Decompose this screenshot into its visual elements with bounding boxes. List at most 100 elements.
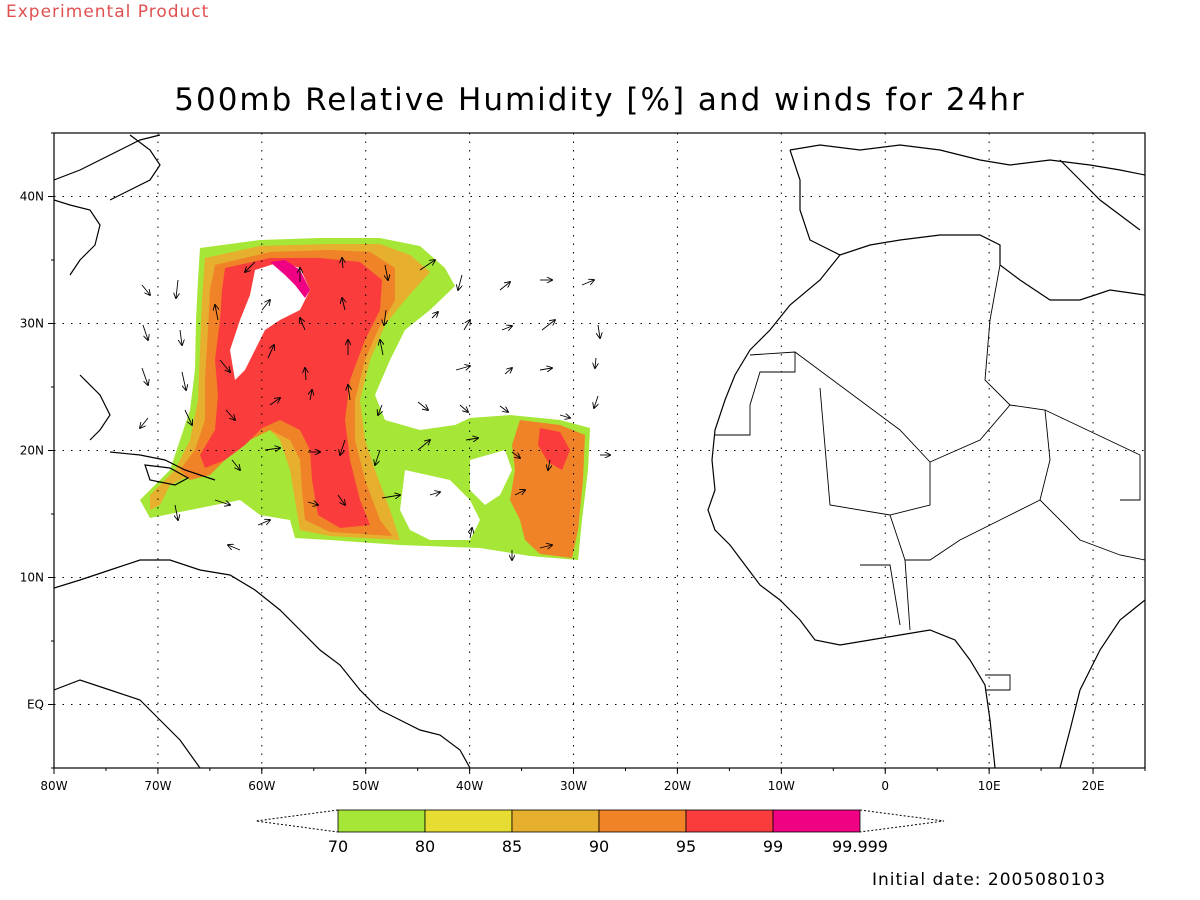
wind-arrow <box>541 320 555 331</box>
wind-arrow <box>184 409 192 425</box>
lon-tick-label: 10W <box>768 779 795 793</box>
colorbar-lower-extension <box>255 809 339 833</box>
wind-arrow <box>245 261 256 272</box>
wind-arrow <box>310 390 312 401</box>
colorbar-level-label: 90 <box>589 837 609 856</box>
lat-tick-label: 10N <box>20 571 44 585</box>
wind-arrow <box>342 298 345 311</box>
colorbar-level-label: 95 <box>676 837 696 856</box>
wind-arrow <box>499 282 510 291</box>
colorbar: 70 80 85 90 95 99 99.999 <box>255 809 945 856</box>
wind-arrow <box>340 439 346 455</box>
colorbar-level-label: 80 <box>415 837 435 856</box>
lat-tick-label: 40N <box>20 190 44 204</box>
wind-arrow <box>499 405 508 412</box>
lon-tick-label: 10E <box>978 779 1001 793</box>
humidity-field <box>140 238 590 560</box>
wind-arrow <box>231 459 240 470</box>
wind-arrow <box>219 359 230 372</box>
wind-arrow <box>142 324 148 340</box>
wind-arrow <box>559 415 570 418</box>
wind-arrow <box>539 368 552 370</box>
wind-arrow <box>225 409 235 420</box>
wind-arrow <box>514 490 525 496</box>
wind-arrow <box>375 449 381 465</box>
lon-tick-label: 20E <box>1082 779 1105 793</box>
wind-arrow <box>269 398 280 406</box>
colorbar-swatch <box>511 809 600 833</box>
wind-arrow <box>548 459 550 470</box>
wind-arrow <box>378 404 382 415</box>
colorbar-level-label: 99.999 <box>832 837 888 856</box>
wind-arrow <box>300 318 306 331</box>
wind-arrow <box>431 312 438 319</box>
wind-arrow <box>175 504 178 520</box>
colorbar-level-label: 85 <box>502 837 522 856</box>
wind-arrow <box>342 258 343 269</box>
wind-vectors <box>140 258 610 560</box>
wind-arrow <box>429 492 440 495</box>
wind-arrow <box>511 451 520 458</box>
wind-arrow <box>419 260 435 271</box>
wind-arrow <box>595 357 596 368</box>
wind-arrow <box>141 284 150 295</box>
wind-arrow <box>337 494 345 505</box>
wind-arrow <box>140 417 149 428</box>
initial-date-label: Initial date: 2005080103 <box>872 870 1107 890</box>
wind-arrow <box>141 367 148 385</box>
lon-tick-label: 20W <box>664 779 691 793</box>
lat-tick-label: 20N <box>20 444 44 458</box>
colorbar-swatch <box>337 809 426 833</box>
lon-tick-label: 60W <box>248 779 275 793</box>
coastlines <box>54 134 1145 768</box>
gridlines <box>54 133 1145 768</box>
chart-title: 500mb Relative Humidity [%] and winds fo… <box>174 82 1026 118</box>
wind-arrow <box>267 345 274 359</box>
map-area <box>54 133 1145 768</box>
wind-arrow <box>307 502 318 505</box>
wind-arrow <box>465 438 478 440</box>
wind-arrow <box>470 528 472 539</box>
colorbar-swatch <box>685 809 774 833</box>
lat-tick-label: EQ <box>27 698 44 712</box>
wind-arrow <box>228 545 241 551</box>
country-borders <box>715 264 1145 691</box>
wind-arrow <box>504 368 512 375</box>
wind-arrow <box>501 326 512 330</box>
wind-arrow <box>257 520 270 526</box>
wind-arrow <box>581 280 594 286</box>
colorbar-upper-extension <box>859 809 945 833</box>
wind-arrow <box>455 366 470 370</box>
wind-arrow <box>384 309 386 325</box>
lon-tick-label: 30W <box>560 779 587 793</box>
lon-tick-label: 70W <box>144 779 171 793</box>
lon-tick-label: 0 <box>881 779 889 793</box>
wind-arrow <box>463 320 470 331</box>
axis-ticks: 80W 70W 60W 50W 40W 30W 20W 10W 0 10E 20E 40N 30N 20N… <box>20 132 1146 793</box>
wind-arrow <box>385 264 388 280</box>
lon-tick-label: 40W <box>456 779 483 793</box>
wind-arrow <box>458 274 462 290</box>
experimental-product-label: Experimental Product <box>6 2 210 22</box>
lat-tick-label: 30N <box>20 317 44 331</box>
colorbar-swatch <box>772 809 861 833</box>
colorbar-level-label: 70 <box>328 837 348 856</box>
wind-arrow <box>264 448 280 450</box>
wind-arrow <box>594 395 598 408</box>
wind-arrow <box>261 300 270 311</box>
wind-arrow <box>215 305 218 321</box>
colorbar-swatch <box>598 809 687 833</box>
wind-arrow <box>539 545 552 548</box>
wind-arrow <box>598 324 600 338</box>
wind-arrow <box>348 385 350 401</box>
wind-arrow <box>305 368 306 381</box>
colorbar-swatch <box>424 809 513 833</box>
wind-arrow <box>180 329 182 345</box>
lon-tick-label: 50W <box>352 779 379 793</box>
lon-tick-label: 80W <box>40 779 67 793</box>
wind-arrow <box>380 340 383 356</box>
wind-arrow <box>381 495 400 498</box>
wind-arrow <box>417 401 428 410</box>
wind-arrow <box>181 371 186 390</box>
